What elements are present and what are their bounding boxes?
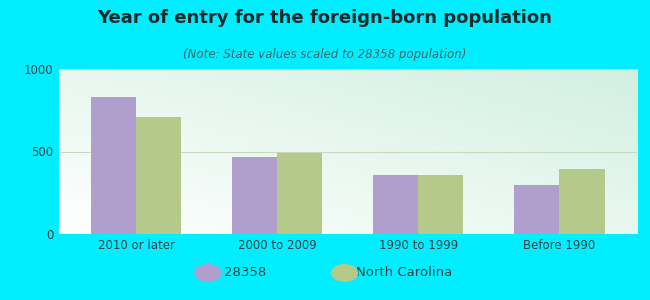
Bar xyxy=(419,175,463,234)
Text: 28358: 28358 xyxy=(224,266,266,280)
Bar xyxy=(514,184,560,234)
Bar xyxy=(277,153,322,234)
Text: (Note: State values scaled to 28358 population): (Note: State values scaled to 28358 popu… xyxy=(183,48,467,61)
Bar xyxy=(373,176,419,234)
Bar xyxy=(560,169,604,234)
Text: Year of entry for the foreign-born population: Year of entry for the foreign-born popul… xyxy=(98,9,552,27)
Bar xyxy=(91,97,136,234)
Text: North Carolina: North Carolina xyxy=(356,266,452,280)
Bar xyxy=(232,157,277,234)
Bar xyxy=(136,117,181,234)
